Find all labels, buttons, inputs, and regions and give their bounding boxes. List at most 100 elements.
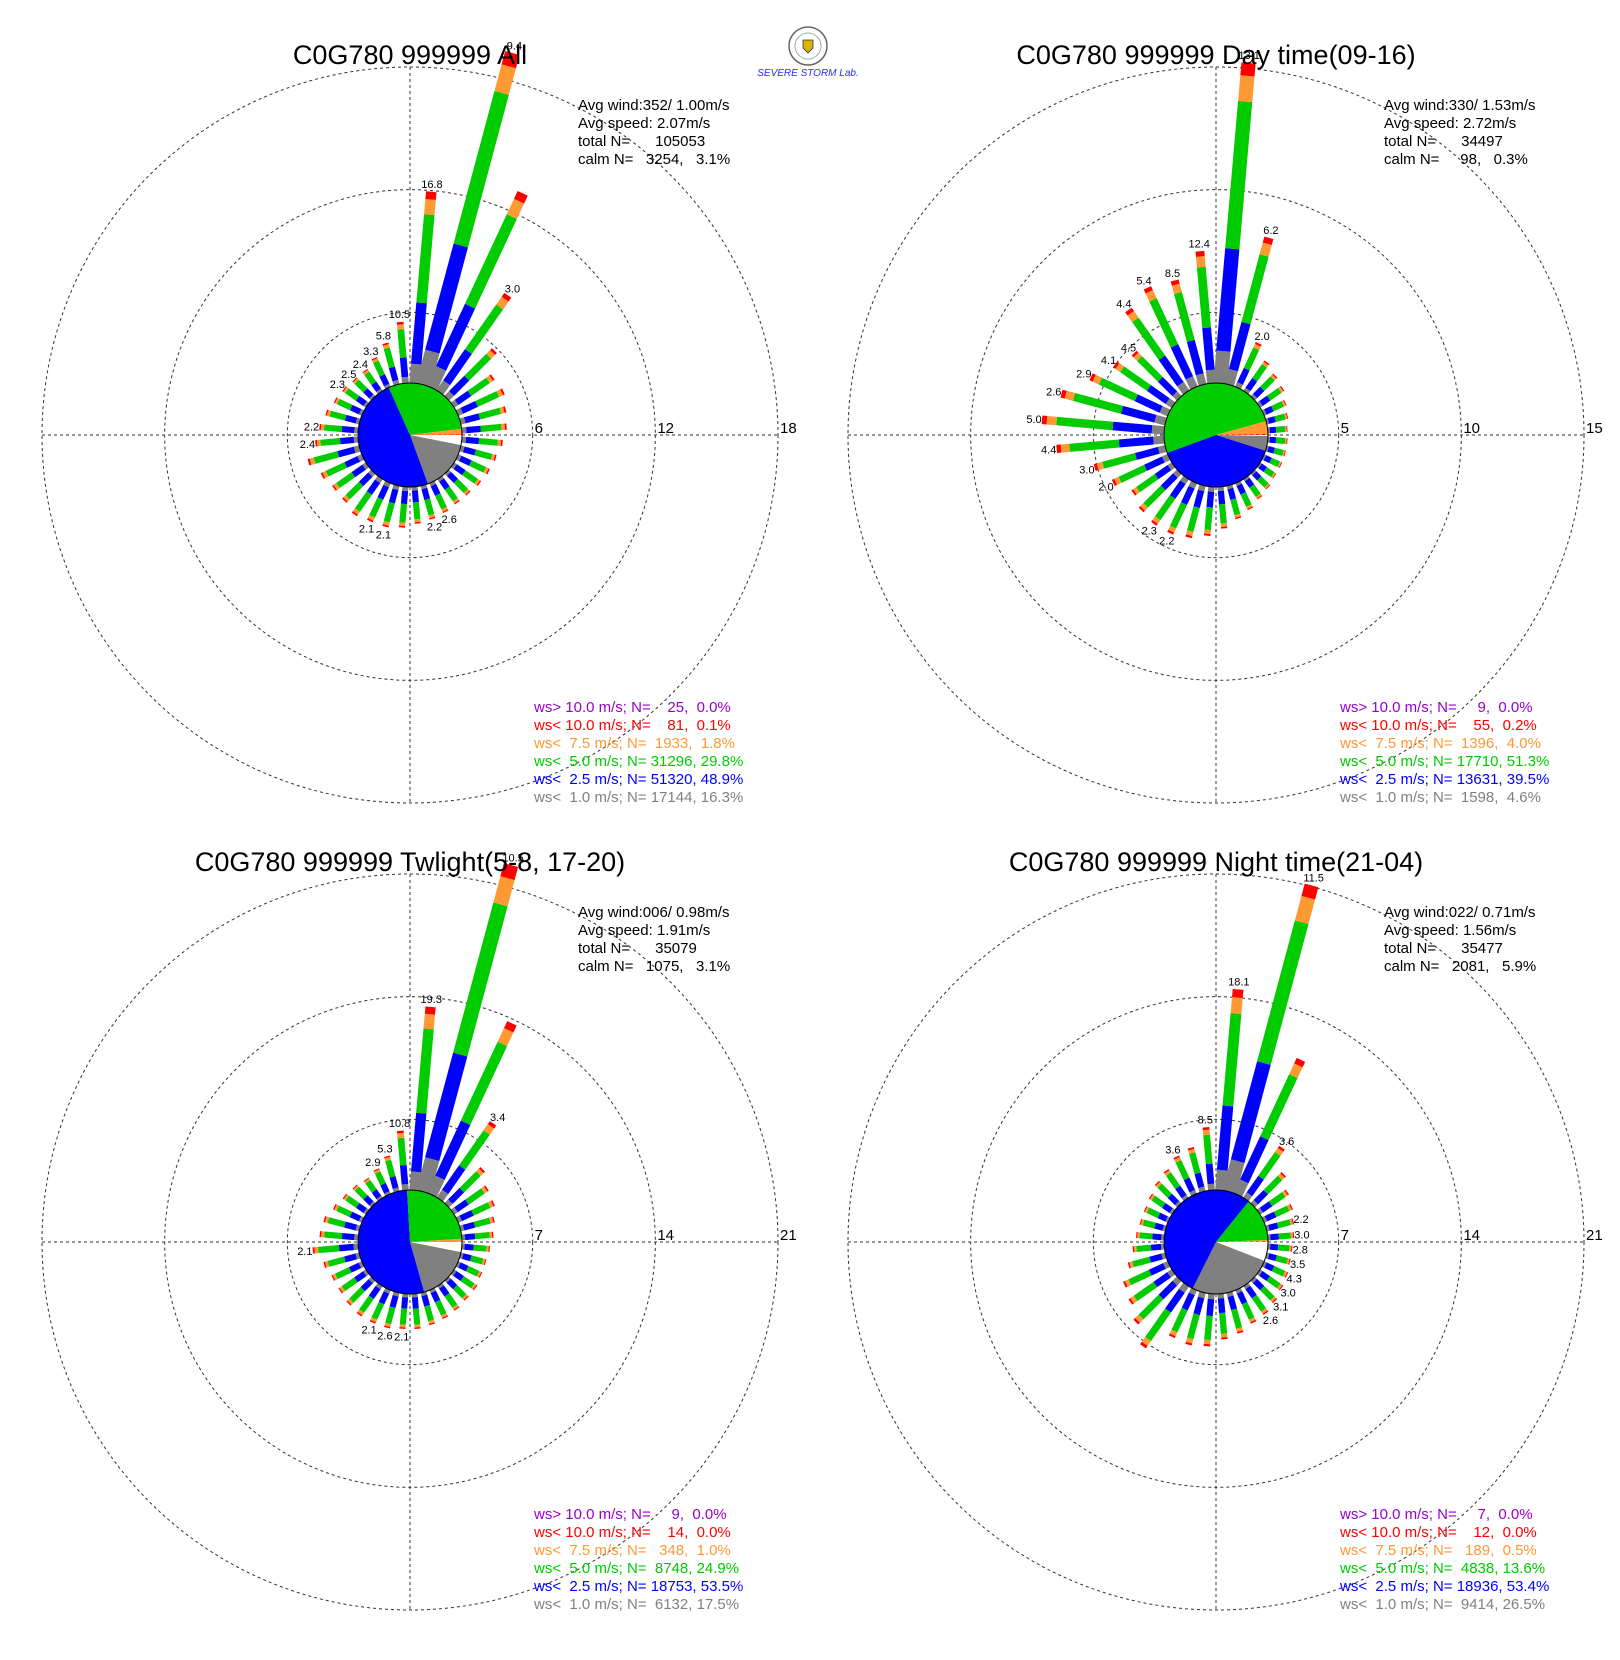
bar-segment <box>317 1245 340 1254</box>
bar-segment <box>401 376 409 384</box>
bar-segment <box>396 324 405 330</box>
bar-label: 2.6 <box>1046 387 1061 399</box>
bar-segment <box>1269 457 1281 467</box>
bar-segment <box>1256 462 1262 469</box>
bar-segment <box>352 377 358 383</box>
bar-segment <box>1270 374 1277 381</box>
grid-ring <box>41 873 779 1611</box>
bar-segment <box>464 353 492 381</box>
bar-segment <box>1278 462 1283 468</box>
bar-segment <box>1152 1233 1162 1241</box>
ring-label: 18 <box>780 420 797 437</box>
bar-segment <box>444 1293 458 1308</box>
bar-segment <box>327 1217 346 1228</box>
bar-segment <box>423 1013 436 1030</box>
chart-info: total N= 35079 <box>578 940 697 957</box>
bar-segment <box>1128 1269 1152 1286</box>
ring-label: 14 <box>657 1227 674 1244</box>
bar-segment <box>319 424 322 431</box>
bar-segment <box>1281 400 1286 407</box>
bar-segment <box>1294 895 1316 924</box>
bar-segment <box>1169 480 1186 499</box>
bar-segment <box>1166 1172 1181 1190</box>
bar-segment <box>1217 486 1224 492</box>
pie-slice <box>1216 1201 1268 1242</box>
bar-segment <box>1277 1244 1290 1252</box>
bar-segment <box>1170 502 1188 529</box>
bar-segment <box>1289 1218 1294 1226</box>
wind-bar <box>363 1177 383 1202</box>
bar-segment <box>1180 475 1189 485</box>
bar-segment <box>454 390 472 405</box>
bar-label: 3.0 <box>1079 465 1094 477</box>
bar-segment <box>1244 477 1255 488</box>
bar-label: 5.3 <box>377 1143 392 1155</box>
bar-segment <box>329 410 347 421</box>
bar-segment <box>501 51 520 69</box>
bar-segment <box>337 398 353 411</box>
bar-segment <box>493 876 515 907</box>
wind-bar <box>459 406 507 425</box>
bar-segment <box>1219 1312 1228 1335</box>
bar-segment <box>483 1185 489 1192</box>
bar-segment <box>1154 1222 1165 1231</box>
bar-segment <box>455 1215 463 1223</box>
bar-segment <box>1252 1278 1265 1291</box>
bar-label: 2.1 <box>361 1325 376 1337</box>
bar-segment <box>1249 484 1261 498</box>
bar-segment <box>501 292 512 302</box>
bar-segment <box>1280 1172 1286 1178</box>
bar-segment <box>1290 1232 1294 1239</box>
bar-segment <box>313 451 340 464</box>
bar-segment <box>1273 447 1284 456</box>
bar-segment <box>428 513 435 519</box>
wind-bar <box>1143 286 1198 390</box>
bar-segment <box>488 1245 490 1252</box>
wind-bar <box>362 368 383 395</box>
bar-segment <box>1160 473 1178 491</box>
bar-segment <box>1234 513 1241 518</box>
legend-entry: ws< 1.0 m/s; N= 17144, 16.3% <box>533 789 743 806</box>
bar-segment <box>320 438 341 446</box>
bar-segment <box>315 440 318 447</box>
bar-segment <box>1195 373 1207 386</box>
bar-segment <box>307 458 312 466</box>
bar-segment <box>435 493 447 510</box>
bar-label: 2.1 <box>297 1246 312 1258</box>
bar-segment <box>483 467 489 474</box>
bar-segment <box>1185 1341 1193 1346</box>
wind-bar <box>352 1184 376 1208</box>
bar-segment <box>1154 1180 1160 1186</box>
bar-segment <box>1251 1294 1266 1312</box>
bar-segment <box>337 446 356 458</box>
bar-segment <box>324 1260 330 1268</box>
bar-segment <box>1270 1296 1277 1303</box>
bar-segment <box>1265 445 1269 452</box>
bar-segment <box>1127 1262 1131 1269</box>
bar-segment <box>411 486 418 491</box>
bar-segment <box>1271 1265 1286 1277</box>
wind-bar <box>1127 1252 1167 1269</box>
bar-segment <box>1157 1212 1168 1222</box>
bar-segment <box>1256 1269 1263 1276</box>
bar-segment <box>464 1243 474 1251</box>
bar-segment <box>375 1282 383 1290</box>
bar-segment <box>1149 1194 1155 1201</box>
bar-segment <box>352 1184 358 1190</box>
ring-label: 10 <box>1463 420 1480 437</box>
bar-segment <box>1250 1319 1257 1324</box>
grid-ring <box>847 66 1585 804</box>
bar-segment <box>371 1301 385 1320</box>
bar-segment <box>476 1271 482 1278</box>
bar-segment <box>1129 1261 1134 1268</box>
bar-segment <box>1133 352 1142 361</box>
bar-segment <box>1243 1282 1251 1290</box>
bar-segment <box>1236 483 1246 495</box>
bar-segment <box>371 1189 382 1200</box>
bar-segment <box>346 1300 352 1306</box>
wind-bar <box>1217 1293 1228 1340</box>
bar-segment <box>1272 473 1277 479</box>
bar-segment <box>372 358 379 364</box>
bar-label: 9.4 <box>507 40 522 52</box>
bar-segment <box>411 1293 418 1298</box>
